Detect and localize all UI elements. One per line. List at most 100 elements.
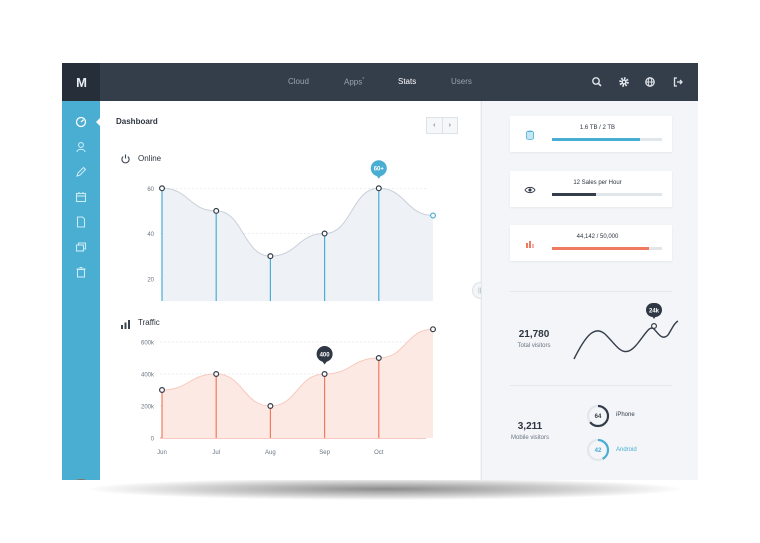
top-bar: M Cloud Apps* Stats Users	[62, 63, 698, 101]
data-point[interactable]	[375, 185, 382, 192]
visitors-sparkline: 24k	[573, 303, 679, 360]
nav-apps[interactable]: Apps*	[344, 77, 364, 87]
storage-card: 1.6 TB / 2 TB	[510, 116, 672, 152]
nav-cloud[interactable]: Cloud	[288, 77, 309, 86]
highlight-label: 400	[320, 352, 331, 358]
globe-icon[interactable]	[643, 75, 657, 89]
data-point[interactable]	[213, 370, 220, 377]
bar-chart-icon	[121, 320, 130, 329]
android-donut-value: 42	[595, 448, 602, 454]
avatar[interactable]	[69, 479, 93, 480]
goal-progress	[552, 247, 662, 250]
divider	[510, 291, 672, 292]
pager-prev-button[interactable]: ‹	[433, 122, 436, 129]
data-point[interactable]	[158, 185, 165, 192]
nav-stats[interactable]: Stats	[398, 77, 417, 86]
iphone-donut: 64	[586, 404, 610, 428]
nav-apps-badge: *	[362, 77, 365, 83]
document-icon[interactable]	[74, 215, 88, 229]
dashboard-app: M Cloud Apps* Stats Users	[62, 63, 698, 480]
main-panel: Dashboard ‹ › Online 0204060MonTueWedThu…	[100, 101, 480, 480]
android-label: Android	[616, 447, 637, 453]
highlight-label: 60+	[374, 167, 385, 173]
iphone-donut-value: 64	[595, 414, 602, 420]
app-shadow	[90, 478, 680, 500]
sparkline-peak-badge	[646, 303, 662, 317]
avatar-image	[69, 479, 93, 480]
storage-progress-fill	[552, 138, 640, 141]
search-icon[interactable]	[590, 75, 604, 89]
data-point[interactable]	[267, 253, 274, 260]
page-title: Dashboard	[116, 117, 158, 126]
right-panel: 1.6 TB / 2 TB 12 Sales per Hour 44,142 /…	[481, 101, 698, 480]
android-donut-arc	[586, 438, 610, 462]
traffic-chart-title: Traffic	[138, 318, 160, 327]
chart-icon	[526, 241, 534, 248]
total-visitors-label: Total visitors	[517, 343, 551, 349]
sidebar	[62, 101, 100, 480]
data-point[interactable]	[321, 230, 328, 237]
y-tick-label: 20	[147, 277, 154, 283]
trash-icon[interactable]	[74, 265, 88, 279]
sparkline-peak-point	[650, 323, 657, 330]
sales-label: 12 Sales per Hour	[573, 180, 622, 186]
android-donut: 42	[586, 438, 610, 462]
highlight-badge	[370, 160, 387, 177]
mobile-visitors-value: 3,211	[517, 421, 543, 432]
traffic-chart: 0 200k 400k 600k Jun Jul Aug Sep Oct 400	[141, 326, 437, 456]
iphone-donut-arc	[586, 404, 610, 428]
pager-next-button[interactable]: ›	[441, 118, 458, 133]
pager: ‹ ›	[426, 117, 458, 134]
nav-apps-label: Apps	[344, 77, 363, 87]
total-visitors-value: 21,780	[518, 329, 550, 340]
highlight-badge	[316, 346, 333, 362]
pen-icon[interactable]	[74, 165, 88, 179]
sparkline-peak-label: 24k	[649, 309, 660, 315]
calendar-icon[interactable]	[74, 190, 88, 204]
highlight-badge-pointer	[376, 175, 382, 179]
x-tick-label: Oct	[374, 450, 384, 456]
goal-label: 44,142 / 50,000	[576, 234, 619, 240]
y-tick-label: 200k	[141, 405, 155, 411]
data-point[interactable]	[267, 402, 274, 409]
folders-icon[interactable]	[74, 240, 88, 254]
power-icon	[121, 154, 130, 164]
y-tick-label: 400k	[141, 373, 155, 379]
y-tick-label: 40	[147, 232, 154, 238]
goal-progress-fill	[552, 247, 649, 250]
sales-progress	[552, 193, 662, 196]
data-point[interactable]	[430, 212, 437, 219]
data-point[interactable]	[158, 386, 165, 393]
user-icon[interactable]	[74, 140, 88, 154]
dashboard-icon[interactable]	[74, 115, 88, 129]
online-chart-title: Online	[138, 154, 162, 163]
sales-progress-fill	[552, 193, 596, 196]
iphone-label: iPhone	[616, 412, 635, 418]
series-area	[162, 329, 433, 438]
sales-card: 12 Sales per Hour	[510, 171, 672, 207]
gear-icon[interactable]	[617, 75, 631, 89]
nav-users[interactable]: Users	[451, 77, 472, 86]
data-point[interactable]	[375, 354, 382, 361]
y-tick-label: 0	[151, 437, 155, 443]
data-point[interactable]	[213, 207, 220, 214]
x-tick-label: Jun	[157, 450, 167, 456]
x-tick-label: Jul	[212, 450, 220, 456]
series-area	[162, 188, 433, 301]
data-point[interactable]	[321, 370, 328, 377]
logout-icon[interactable]	[671, 75, 685, 89]
storage-label: 1.6 TB / 2 TB	[579, 125, 616, 131]
eye-icon	[524, 186, 536, 194]
active-indicator	[96, 118, 100, 126]
goal-card: 44,142 / 50,000	[510, 225, 672, 261]
y-tick-label: 60	[147, 187, 154, 193]
data-point[interactable]	[430, 326, 437, 333]
y-tick-label: 600k	[141, 341, 155, 347]
x-tick-label: Sep	[319, 450, 330, 456]
highlight-badge-pointer	[322, 361, 328, 365]
divider	[510, 385, 672, 386]
online-chart: 0204060MonTueWedThuFri60+	[147, 160, 437, 301]
mobile-visitors-label: Mobile visitors	[510, 435, 549, 441]
logo[interactable]: M	[62, 63, 100, 101]
x-tick-label: Aug	[265, 450, 276, 456]
